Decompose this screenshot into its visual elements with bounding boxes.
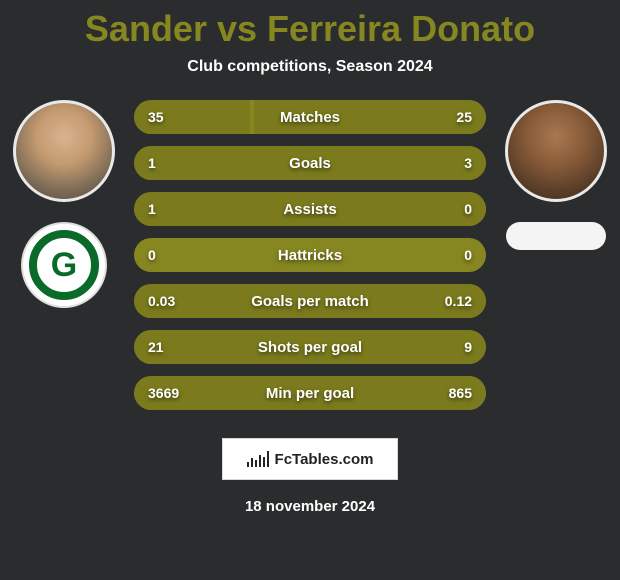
stat-label: Shots per goal [134, 339, 486, 356]
stats-column: 35Matches251Goals31Assists00Hattricks00.… [120, 100, 500, 422]
stat-label: Matches [134, 109, 486, 126]
stat-row: 1Assists0 [134, 192, 486, 226]
right-player-column [500, 100, 612, 250]
date-label: 18 november 2024 [0, 498, 620, 515]
stat-row: 35Matches25 [134, 100, 486, 134]
stat-value-right: 0 [464, 201, 472, 217]
player-left-club-logo: G [21, 222, 107, 308]
subtitle: Club competitions, Season 2024 [0, 58, 620, 76]
stat-value-right: 865 [449, 385, 472, 401]
stat-label: Min per goal [134, 385, 486, 402]
page-title: Sander vs Ferreira Donato [0, 8, 620, 50]
stat-label: Goals per match [134, 293, 486, 310]
stat-value-right: 0.12 [445, 293, 472, 309]
left-player-column: G [8, 100, 120, 308]
brand-chart-icon [247, 451, 269, 467]
player-left-avatar [13, 100, 115, 202]
stat-row: 3669Min per goal865 [134, 376, 486, 410]
stat-label: Assists [134, 201, 486, 218]
stat-value-right: 0 [464, 247, 472, 263]
brand-text: FcTables.com [275, 451, 374, 468]
stat-row: 0.03Goals per match0.12 [134, 284, 486, 318]
stat-row: 0Hattricks0 [134, 238, 486, 272]
stat-value-right: 25 [456, 109, 472, 125]
stat-row: 1Goals3 [134, 146, 486, 180]
brand-badge: FcTables.com [222, 438, 398, 480]
stat-label: Goals [134, 155, 486, 172]
stat-row: 21Shots per goal9 [134, 330, 486, 364]
player-right-club-placeholder [506, 222, 606, 250]
stat-value-right: 9 [464, 339, 472, 355]
stat-value-right: 3 [464, 155, 472, 171]
player-right-avatar [505, 100, 607, 202]
stat-label: Hattricks [134, 247, 486, 264]
